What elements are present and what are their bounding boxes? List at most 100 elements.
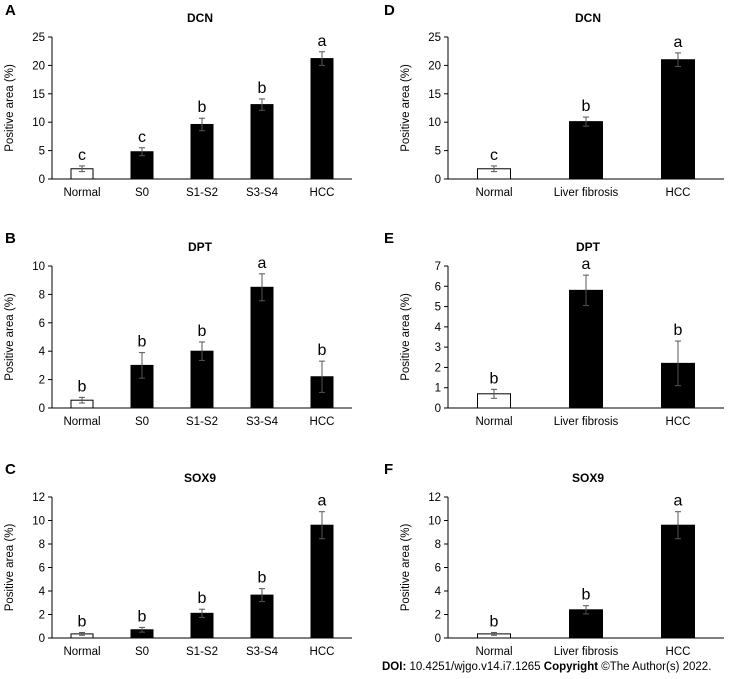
y-tick-label: 8 [435, 539, 441, 551]
y-axis-label: Positive area (%) [400, 293, 412, 381]
significance-letter: b [582, 587, 591, 604]
bar-s3-s4 [250, 104, 274, 180]
significance-letter: c [490, 147, 498, 164]
y-tick-label: 15 [428, 89, 441, 101]
y-tick-label: 10 [428, 117, 441, 129]
significance-letter: b [138, 608, 147, 625]
y-tick-label: 2 [39, 375, 45, 387]
significance-letter: a [318, 493, 327, 510]
x-tick-label: S1-S2 [186, 646, 218, 658]
significance-letter: a [674, 34, 683, 51]
x-tick-label: HCC [666, 416, 691, 428]
chart-title: DPT [188, 240, 213, 254]
bar-liver-fibrosis [569, 121, 603, 180]
x-tick-label: HCC [666, 187, 691, 199]
significance-letter: c [78, 147, 86, 164]
significance-letter: b [198, 99, 207, 116]
significance-letter: b [78, 378, 87, 395]
significance-letter: a [318, 33, 327, 50]
doi-value: 10.4251/wjgo.v14.i7.1265 [409, 661, 541, 673]
x-tick-label: S3-S4 [246, 646, 279, 658]
y-tick-label: 2 [39, 610, 45, 622]
y-tick-label: 4 [39, 346, 46, 358]
y-tick-label: 4 [435, 322, 442, 334]
x-tick-label: Normal [475, 646, 512, 658]
x-tick-label: HCC [310, 416, 335, 428]
panel-label: C [5, 461, 16, 478]
chart-title: SOX9 [572, 471, 604, 485]
y-tick-label: 5 [39, 146, 45, 158]
chart-title: SOX9 [184, 471, 216, 485]
significance-letter: b [490, 370, 499, 387]
y-tick-label: 0 [435, 403, 441, 415]
x-tick-label: S1-S2 [186, 187, 218, 199]
x-tick-label: Normal [63, 646, 100, 658]
bar-hcc [661, 524, 695, 639]
y-tick-label: 0 [435, 633, 441, 645]
x-tick-label: Normal [63, 187, 100, 199]
significance-letter: c [138, 129, 146, 146]
y-tick-label: 10 [32, 516, 45, 528]
y-tick-label: 6 [39, 318, 45, 330]
panel-label: A [5, 2, 16, 19]
chart-panel-e: E DPT Positive area (%) 0 1 2 3 4 5 6 7 b Normal a Liv… [384, 230, 724, 428]
y-axis-label: Positive area (%) [400, 524, 412, 612]
significance-letter: b [490, 613, 499, 630]
chart-title: DCN [187, 11, 213, 25]
y-axis-label: Positive area (%) [4, 64, 16, 152]
significance-letter: a [582, 256, 591, 273]
y-tick-label: 2 [435, 610, 441, 622]
y-tick-label: 10 [32, 261, 45, 273]
y-tick-label: 6 [39, 563, 45, 575]
bar-hcc [310, 58, 334, 180]
x-tick-label: HCC [666, 646, 691, 658]
significance-letter: b [258, 80, 267, 97]
panel-label: D [384, 2, 395, 19]
x-tick-label: S0 [135, 187, 149, 199]
y-tick-label: 8 [39, 289, 45, 301]
y-axis-label: Positive area (%) [4, 524, 16, 612]
y-tick-label: 0 [39, 633, 45, 645]
significance-letter: b [258, 570, 267, 587]
x-tick-label: Normal [475, 416, 512, 428]
y-tick-label: 5 [435, 302, 441, 314]
y-tick-label: 6 [435, 281, 441, 293]
y-tick-label: 6 [435, 563, 441, 575]
x-tick-label: HCC [310, 187, 335, 199]
y-tick-label: 2 [435, 362, 441, 374]
y-axis-label: Positive area (%) [4, 293, 16, 381]
chart-panel-b: B DPT Positive area (%) 0 2 4 6 8 10 b Normal b S0 b S… [4, 230, 352, 428]
y-tick-label: 0 [39, 174, 45, 186]
y-tick-label: 12 [32, 492, 45, 504]
chart-panel-a: A DCN Positive area (%) 0 5 10 15 20 25 c Normal c S… [4, 2, 352, 199]
y-tick-label: 4 [39, 586, 46, 598]
y-axis-label: Positive area (%) [400, 64, 412, 152]
significance-letter: b [198, 323, 207, 340]
chart-title: DPT [576, 240, 601, 254]
y-tick-label: 25 [32, 32, 45, 44]
x-tick-label: S3-S4 [246, 187, 279, 199]
y-tick-label: 25 [428, 32, 441, 44]
bar-s1-s2 [190, 123, 214, 180]
y-tick-label: 1 [435, 383, 441, 395]
bar-s3-s4 [250, 286, 274, 409]
significance-letter: b [582, 98, 591, 115]
x-tick-label: S3-S4 [246, 416, 279, 428]
doi-label: DOI: [382, 661, 407, 673]
significance-letter: a [674, 493, 683, 510]
y-tick-label: 0 [39, 403, 45, 415]
y-tick-label: 15 [32, 89, 45, 101]
copyright-label: Copyright [543, 661, 599, 673]
significance-letter: b [318, 342, 327, 359]
significance-letter: b [138, 334, 147, 351]
significance-letter: a [258, 255, 267, 272]
x-tick-label: S1-S2 [186, 416, 218, 428]
y-tick-label: 10 [428, 516, 441, 528]
x-tick-label: S0 [135, 646, 149, 658]
panel-label: E [384, 230, 394, 247]
x-tick-label: Liver fibrosis [554, 187, 619, 199]
bar-hcc [661, 59, 695, 180]
significance-letter: b [674, 322, 683, 339]
y-tick-label: 5 [435, 146, 441, 158]
